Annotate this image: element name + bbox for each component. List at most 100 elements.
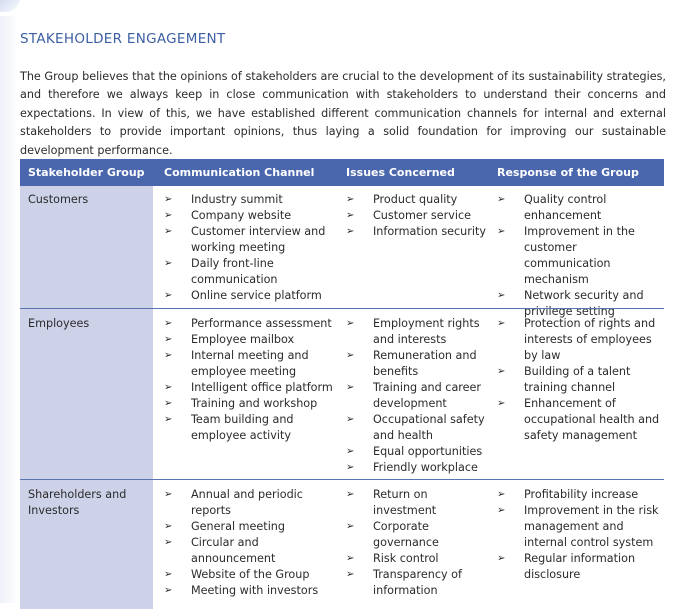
bullet-arrow-icon: ➢ <box>164 226 173 237</box>
bullet-arrow-icon: ➢ <box>164 258 173 269</box>
list-item: ➢ Training and career development <box>346 380 486 412</box>
bullet-arrow-icon: ➢ <box>346 194 355 205</box>
bullet-arrow-icon: ➢ <box>346 489 355 500</box>
row-divider <box>20 479 664 480</box>
list-item-text: Training and workshop <box>191 397 318 410</box>
list-item-text: Corporate governance <box>373 520 439 549</box>
list-item-text: Product quality <box>373 193 458 206</box>
corner-decoration <box>0 0 20 12</box>
list-item: ➢ Improvement in the customer communicati… <box>497 224 664 288</box>
bullet-arrow-icon: ➢ <box>497 366 506 377</box>
list-item: ➢ Profitability increase <box>497 487 664 503</box>
list-item-text: Risk control <box>373 552 439 565</box>
list-item-text: Annual and periodic reports <box>191 488 303 517</box>
list-item: ➢ Industry summit <box>164 192 334 208</box>
list-item: ➢ Performance assessment <box>164 316 334 332</box>
header-issues-concerned: Issues Concerned <box>346 166 455 179</box>
list-item: ➢ Information security <box>346 224 486 240</box>
first-column-band <box>20 159 153 609</box>
bullet-arrow-icon: ➢ <box>164 290 173 301</box>
list-item-text: Equal opportunities <box>373 445 483 458</box>
bullet-arrow-icon: ➢ <box>497 290 506 301</box>
list-item: ➢ Equal opportunities <box>346 444 486 460</box>
list-item-text: Team building and employee activity <box>191 413 294 442</box>
list-item: ➢ Remuneration and benefits <box>346 348 486 380</box>
bullet-arrow-icon: ➢ <box>164 489 173 500</box>
list-item-text: Performance assessment <box>191 317 332 330</box>
list-item-text: Employee mailbox <box>191 333 295 346</box>
list-item-text: Improvement in the risk management and i… <box>524 504 659 549</box>
list-item-text: Improvement in the customer communicatio… <box>524 225 635 286</box>
bullet-arrow-icon: ➢ <box>497 226 506 237</box>
list-item: ➢ Intelligent office platform <box>164 380 334 396</box>
page-side-strip <box>0 16 18 603</box>
bullet-arrow-icon: ➢ <box>164 521 173 532</box>
list-item-text: Transparency of information <box>373 568 462 597</box>
list-item: ➢ Protection of rights and interests of e… <box>497 316 664 364</box>
list-item: ➢ Corporate governance <box>346 519 486 551</box>
row-employees-channels: ➢ Performance assessment ➢ Employee mailbox… <box>164 316 334 444</box>
row-divider <box>20 308 664 309</box>
list-item: ➢ Training and workshop <box>164 396 334 412</box>
list-item-text: Regular information disclosure <box>524 552 636 581</box>
list-item-text: Protection of rights and interests of em… <box>524 317 656 362</box>
list-item: ➢ Online service platform <box>164 288 334 304</box>
stakeholder-table: Stakeholder Group Communication Channel … <box>20 159 664 609</box>
bullet-arrow-icon: ➢ <box>497 553 506 564</box>
list-item: ➢ Employment rights and interests <box>346 316 486 348</box>
list-item: ➢ Improvement in the risk management and … <box>497 503 664 551</box>
list-item-text: Online service platform <box>191 289 322 302</box>
list-item: ➢ Risk control <box>346 551 486 567</box>
table-header: Stakeholder Group Communication Channel … <box>20 159 664 186</box>
bullet-arrow-icon: ➢ <box>497 318 506 329</box>
list-item-text: Company website <box>191 209 292 222</box>
list-item-text: Intelligent office platform <box>191 381 333 394</box>
bullet-arrow-icon: ➢ <box>346 382 355 393</box>
list-item: ➢ Circular and announcement <box>164 535 334 567</box>
header-stakeholder-group: Stakeholder Group <box>28 166 145 179</box>
row-shareholders-responses: ➢ Profitability increase ➢ Improvement in t… <box>497 487 664 583</box>
list-item: ➢ Transparency of information <box>346 567 486 599</box>
list-item-text: Employment rights and interests <box>373 317 480 346</box>
list-item: ➢ Meeting with investors <box>164 583 334 599</box>
bullet-arrow-icon: ➢ <box>164 585 173 596</box>
bullet-arrow-icon: ➢ <box>164 414 173 425</box>
list-item-text: Network security and privilege setting <box>524 289 644 318</box>
list-item: ➢ General meeting <box>164 519 334 535</box>
row-shareholders-channels: ➢ Annual and periodic reports ➢ General mee… <box>164 487 334 599</box>
list-item: ➢ Enhancement of occupational health and … <box>497 396 664 444</box>
bullet-arrow-icon: ➢ <box>346 569 355 580</box>
bullet-arrow-icon: ➢ <box>346 210 355 221</box>
list-item: ➢ Friendly workplace <box>346 460 486 476</box>
row-employees-issues: ➢ Employment rights and interests ➢ Remuner… <box>346 316 486 476</box>
row-customers-group: Customers <box>28 193 89 206</box>
page-title: STAKEHOLDER ENGAGEMENT <box>20 31 226 47</box>
list-item-text: Information security <box>373 225 486 238</box>
list-item: ➢ Internal meeting and employee meeting <box>164 348 334 380</box>
intro-paragraph: The Group believes that the opinions of … <box>20 70 666 157</box>
bullet-arrow-icon: ➢ <box>346 446 355 457</box>
list-item-text: Customer interview and working meeting <box>191 225 326 254</box>
list-item: ➢ Employee mailbox <box>164 332 334 348</box>
list-item-text: Building of a talent training channel <box>524 365 631 394</box>
list-item-text: Meeting with investors <box>191 584 319 597</box>
list-item: ➢ Daily front-line communication <box>164 256 334 288</box>
list-item: ➢ Website of the Group <box>164 567 334 583</box>
bullet-arrow-icon: ➢ <box>346 521 355 532</box>
row-shareholders-issues: ➢ Return on investment ➢ Corporate governan… <box>346 487 486 599</box>
list-item-text: Customer service <box>373 209 471 222</box>
bullet-arrow-icon: ➢ <box>164 398 173 409</box>
list-item: ➢ Annual and periodic reports <box>164 487 334 519</box>
row-customers-issues: ➢ Product quality ➢ Customer service ➢ Inform… <box>346 192 486 240</box>
bullet-arrow-icon: ➢ <box>346 226 355 237</box>
bullet-arrow-icon: ➢ <box>164 569 173 580</box>
bullet-arrow-icon: ➢ <box>164 210 173 221</box>
list-item-text: Daily front-line communication <box>191 257 278 286</box>
list-item: ➢ Regular information disclosure <box>497 551 664 583</box>
bullet-arrow-icon: ➢ <box>497 194 506 205</box>
list-item-text: Occupational safety and health <box>373 413 485 442</box>
row-employees-group: Employees <box>28 317 90 330</box>
bullet-arrow-icon: ➢ <box>497 505 506 516</box>
list-item-text: General meeting <box>191 520 285 533</box>
list-item: ➢ Occupational safety and health <box>346 412 486 444</box>
